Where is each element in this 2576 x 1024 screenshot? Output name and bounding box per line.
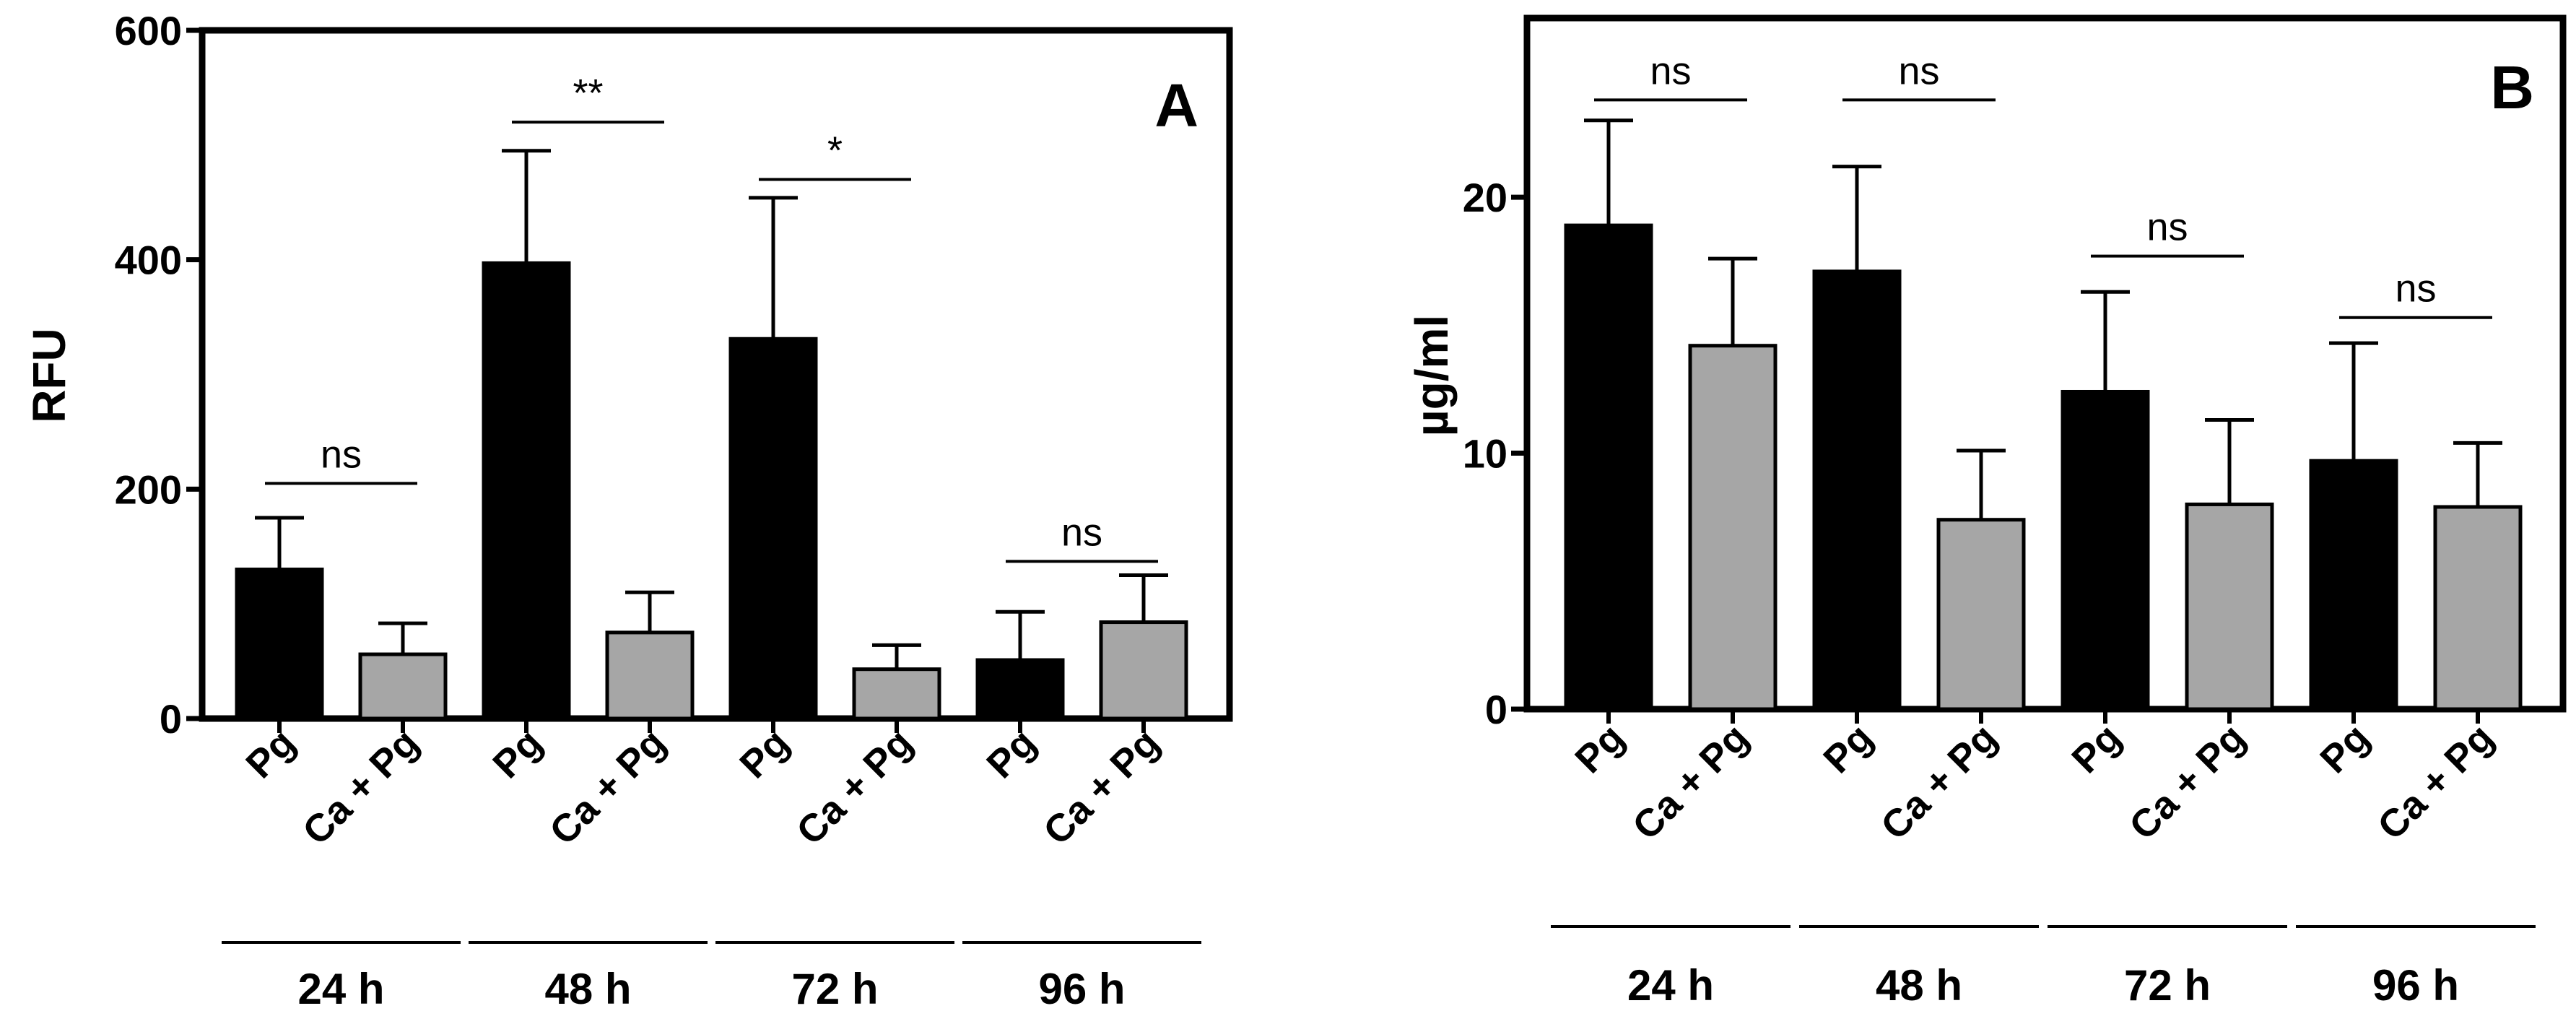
category-label: Pg bbox=[238, 721, 303, 786]
category-label: Pg bbox=[731, 721, 797, 786]
group-label: 96 h bbox=[2372, 961, 2459, 1010]
significance-label: * bbox=[827, 129, 843, 172]
group-label: 24 h bbox=[1627, 961, 1714, 1010]
category-label: Ca + Pg bbox=[788, 721, 921, 854]
group-label: 96 h bbox=[1038, 965, 1125, 1013]
category-label: Pg bbox=[1815, 716, 1881, 781]
category-label: Ca + Pg bbox=[541, 721, 674, 854]
bar bbox=[605, 630, 695, 721]
bar bbox=[2309, 459, 2398, 711]
category-label: Pg bbox=[2063, 716, 2129, 781]
y-tick-label: 200 bbox=[115, 467, 182, 512]
y-tick-label: 400 bbox=[115, 238, 182, 283]
bar bbox=[2061, 389, 2150, 711]
panel-label: B bbox=[2490, 53, 2534, 121]
plot-frame bbox=[1523, 14, 2567, 713]
significance-label: ns bbox=[2395, 267, 2436, 311]
bar bbox=[235, 568, 324, 721]
significance-label: ns bbox=[1898, 49, 1939, 92]
category-label: Pg bbox=[484, 721, 550, 786]
bar bbox=[2433, 505, 2523, 711]
category-label: Ca + Pg bbox=[2370, 716, 2502, 849]
group-label: 48 h bbox=[544, 965, 631, 1013]
bar bbox=[728, 337, 818, 721]
bar bbox=[975, 658, 1065, 721]
bar bbox=[358, 652, 448, 721]
significance-label: ns bbox=[1061, 511, 1102, 554]
y-tick-label: 20 bbox=[1463, 175, 1507, 220]
significance-label: ns bbox=[321, 433, 362, 476]
group-label: 48 h bbox=[1876, 961, 1962, 1010]
bar bbox=[482, 261, 571, 721]
category-label: Ca + Pg bbox=[1873, 716, 2006, 849]
category-label: Ca + Pg bbox=[1035, 721, 1168, 854]
y-tick-label: 600 bbox=[115, 8, 182, 53]
y-tick-label: 0 bbox=[160, 696, 182, 742]
significance-label: ns bbox=[1650, 49, 1691, 92]
plot-frame bbox=[199, 27, 1233, 722]
category-label: Pg bbox=[2312, 716, 2377, 781]
category-label: Ca + Pg bbox=[295, 721, 427, 854]
bar bbox=[2185, 502, 2274, 711]
bar bbox=[1688, 344, 1777, 711]
category-label: Ca + Pg bbox=[1624, 716, 1757, 849]
y-tick-label: 0 bbox=[1485, 687, 1507, 732]
panel-label: A bbox=[1154, 71, 1198, 139]
significance-label: ns bbox=[2146, 206, 2188, 249]
group-label: 72 h bbox=[2124, 961, 2211, 1010]
category-label: Pg bbox=[978, 721, 1044, 786]
y-axis-label: µg/ml bbox=[1406, 315, 1458, 436]
bar bbox=[1564, 223, 1653, 711]
bar bbox=[1099, 620, 1188, 721]
significance-label: ** bbox=[573, 71, 603, 115]
y-axis-label: RFU bbox=[23, 328, 75, 423]
bar bbox=[1936, 518, 2026, 711]
category-label: Pg bbox=[1567, 716, 1632, 781]
bar bbox=[852, 667, 941, 721]
category-label: Ca + Pg bbox=[2121, 716, 2254, 849]
bar bbox=[1812, 269, 1902, 711]
group-label: 24 h bbox=[297, 965, 384, 1013]
y-tick-label: 10 bbox=[1463, 431, 1507, 477]
group-label: 72 h bbox=[791, 965, 878, 1013]
